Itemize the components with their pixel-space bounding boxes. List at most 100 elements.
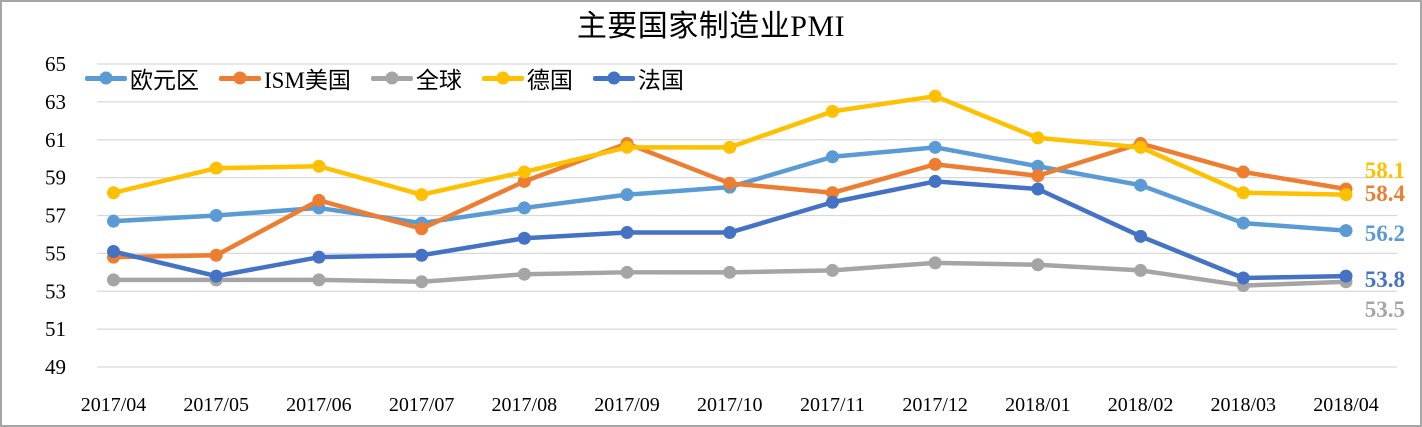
legend-dot-eurozone xyxy=(99,71,113,85)
series-marker-germany xyxy=(517,165,531,179)
series-marker-france xyxy=(1339,269,1353,283)
series-marker-eurozone xyxy=(1031,159,1045,173)
y-axis-tick-label: 49 xyxy=(45,355,66,379)
data-label-德国: 58.1 xyxy=(1364,157,1405,183)
series-marker-ism-us xyxy=(209,248,223,262)
legend-item-germany: 德国 xyxy=(481,61,573,95)
series-marker-germany xyxy=(620,140,634,154)
series-marker-france xyxy=(107,244,120,258)
series-marker-germany xyxy=(312,159,326,173)
series-marker-eurozone xyxy=(517,201,531,215)
legend-dot-global xyxy=(385,71,399,85)
series-marker-germany xyxy=(415,188,429,202)
data-label-ISM美国: 58.4 xyxy=(1364,180,1405,206)
x-axis-tick-label: 2018/04 xyxy=(1313,394,1379,416)
series-marker-germany xyxy=(825,104,839,118)
series-marker-eurozone xyxy=(107,214,120,228)
series-marker-france xyxy=(415,248,429,262)
series-marker-global xyxy=(723,265,737,279)
legend-label-global: 全球 xyxy=(415,68,462,93)
y-axis-tick-label: 63 xyxy=(45,90,66,114)
x-axis-tick-label: 2017/07 xyxy=(389,394,455,416)
series-marker-eurozone xyxy=(209,209,223,222)
y-axis-tick-label: 61 xyxy=(45,128,66,152)
series-marker-ism-us xyxy=(928,157,942,171)
y-axis-tick-label: 53 xyxy=(45,279,66,303)
series-marker-germany xyxy=(209,161,223,175)
y-axis-tick-label: 55 xyxy=(45,241,66,265)
legend-marker-france xyxy=(592,71,635,85)
series-marker-france xyxy=(1134,229,1148,243)
legend-item-france: 法国 xyxy=(592,61,684,95)
chart-title: 主要国家制造业PMI xyxy=(576,10,846,43)
x-axis-tick-label: 2017/04 xyxy=(81,394,147,416)
series-marker-france xyxy=(1031,182,1045,196)
legend-label-ism-us: ISM美国 xyxy=(264,68,351,93)
chart-legend: 欧元区 ISM美国 全球 德国 法国 xyxy=(85,61,684,95)
y-axis-tick-label: 57 xyxy=(45,204,66,228)
series-marker-france xyxy=(620,226,634,240)
series-marker-eurozone xyxy=(620,188,634,202)
series-marker-global xyxy=(825,263,839,277)
series-marker-global xyxy=(1134,263,1148,277)
series-marker-france xyxy=(517,231,531,245)
x-axis-tick-label: 2017/12 xyxy=(902,394,968,416)
series-marker-eurozone xyxy=(825,150,839,164)
x-axis-tick-label: 2017/11 xyxy=(800,394,865,416)
series-marker-eurozone xyxy=(1339,224,1353,238)
series-marker-germany xyxy=(1134,140,1148,154)
legend-item-eurozone: 欧元区 xyxy=(85,61,199,95)
series-marker-germany xyxy=(1339,188,1353,202)
series-marker-ism-us xyxy=(723,176,737,190)
y-axis-tick-label: 51 xyxy=(45,317,66,341)
series-marker-eurozone xyxy=(1134,178,1148,192)
x-axis-tick-label: 2017/06 xyxy=(286,394,352,416)
series-marker-global xyxy=(620,265,634,279)
series-marker-global xyxy=(107,273,120,287)
series-marker-france xyxy=(723,226,737,240)
series-marker-france xyxy=(1236,271,1250,285)
series-marker-global xyxy=(312,273,326,287)
x-axis-tick-label: 2017/10 xyxy=(697,394,763,416)
x-axis-tick-label: 2017/08 xyxy=(492,394,558,416)
legend-dot-ism-us xyxy=(233,71,247,85)
legend-label-germany: 德国 xyxy=(526,68,573,93)
series-marker-eurozone xyxy=(1236,216,1250,230)
legend-label-eurozone: 欧元区 xyxy=(130,68,199,93)
series-marker-ism-us xyxy=(1031,169,1045,183)
legend-dot-germany xyxy=(496,71,510,85)
series-marker-ism-us xyxy=(517,174,531,188)
series-marker-france xyxy=(825,195,839,209)
series-marker-france xyxy=(928,174,942,188)
data-label-法国: 53.8 xyxy=(1364,267,1405,293)
series-marker-germany xyxy=(723,140,737,154)
data-label-全球: 53.5 xyxy=(1364,296,1405,322)
legend-marker-germany xyxy=(481,71,524,85)
legend-marker-eurozone xyxy=(85,71,127,85)
series-marker-ism-us xyxy=(312,193,326,207)
series-marker-germany xyxy=(1236,186,1250,200)
legend-item-global: 全球 xyxy=(370,61,462,95)
legend-dot-france xyxy=(607,71,621,85)
series-line-ism-us xyxy=(111,141,1349,260)
series-marker-eurozone xyxy=(928,140,942,154)
y-axis-tick-label: 59 xyxy=(45,166,66,190)
series-marker-global xyxy=(928,256,942,270)
legend-label-france: 法国 xyxy=(637,68,684,93)
legend-marker-ism-us xyxy=(219,71,261,85)
series-marker-germany xyxy=(107,186,120,200)
legend-marker-global xyxy=(370,71,413,85)
x-axis-tick-label: 2018/01 xyxy=(1005,394,1071,416)
series-marker-germany xyxy=(928,89,942,103)
x-axis-tick-label: 2018/02 xyxy=(1108,394,1174,416)
x-axis-tick-label: 2017/09 xyxy=(594,394,660,416)
series-marker-france xyxy=(209,269,223,283)
legend-item-ism-us: ISM美国 xyxy=(219,61,351,95)
series-marker-global xyxy=(415,275,429,289)
y-axis-tick-label: 65 xyxy=(45,52,66,76)
series-marker-ism-us xyxy=(1236,165,1250,179)
series-marker-ism-us xyxy=(825,186,839,200)
series-marker-global xyxy=(517,267,531,281)
